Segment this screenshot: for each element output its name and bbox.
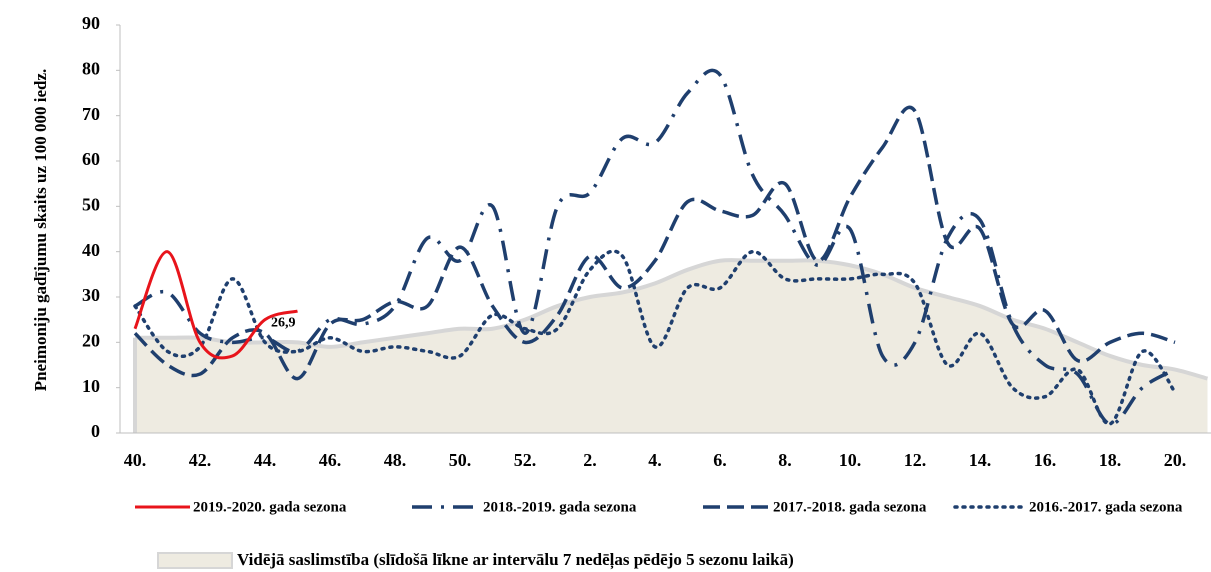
x-tick-label: 20.	[1164, 450, 1187, 470]
legend-label: 2017.-2018. gada sezona	[773, 499, 927, 515]
y-tick-label: 10	[82, 376, 100, 396]
series-line	[134, 68, 1176, 426]
x-tick-label: 16.	[1034, 450, 1057, 470]
series-line	[133, 105, 1176, 381]
y-tick-label: 50	[82, 194, 100, 214]
y-tick-label: 30	[82, 285, 100, 305]
x-tick-label: 46.	[319, 450, 342, 470]
x-tick-label: 10.	[839, 450, 862, 470]
legend-label: Vidējā saslimstība (slīdošā līkne ar int…	[237, 550, 794, 570]
y-tick-label: 0	[91, 421, 100, 441]
x-tick-label: 14.	[969, 450, 992, 470]
legend-label: 2018.-2019. gada sezona	[483, 499, 637, 515]
y-tick-label: 70	[82, 104, 100, 124]
series-line	[133, 250, 298, 360]
x-tick-label: 50.	[449, 450, 472, 470]
x-tick-label: 18.	[1099, 450, 1122, 470]
x-tick-label: 2.	[583, 450, 597, 470]
x-tick-label: 52.	[514, 450, 537, 470]
y-tick-label: 60	[82, 149, 100, 169]
x-tick-label: 12.	[904, 450, 927, 470]
y-tick-label: 90	[82, 13, 100, 33]
legend-label: 2019.-2020. gada sezona	[193, 499, 347, 515]
x-tick-label: 48.	[384, 450, 407, 470]
x-tick-label: 42.	[189, 450, 212, 470]
y-tick-label: 80	[82, 58, 100, 78]
x-tick-label: 8.	[778, 450, 792, 470]
x-tick-label: 40.	[124, 450, 147, 470]
data-label: 26,9	[271, 315, 296, 330]
series-line	[133, 249, 1177, 426]
y-tick-label: 40	[82, 240, 100, 260]
legend-label: 2016.-2017. gada sezona	[1029, 499, 1183, 515]
x-tick-label: 4.	[648, 450, 662, 470]
y-axis-label: Pneimoniju gadījumu skaits uz 100 000 ie…	[31, 69, 50, 392]
average-area	[135, 260, 1208, 433]
x-tick-label: 6.	[713, 450, 727, 470]
legend-swatch	[157, 552, 233, 569]
x-tick-label: 44.	[254, 450, 277, 470]
y-tick-label: 20	[82, 330, 100, 350]
